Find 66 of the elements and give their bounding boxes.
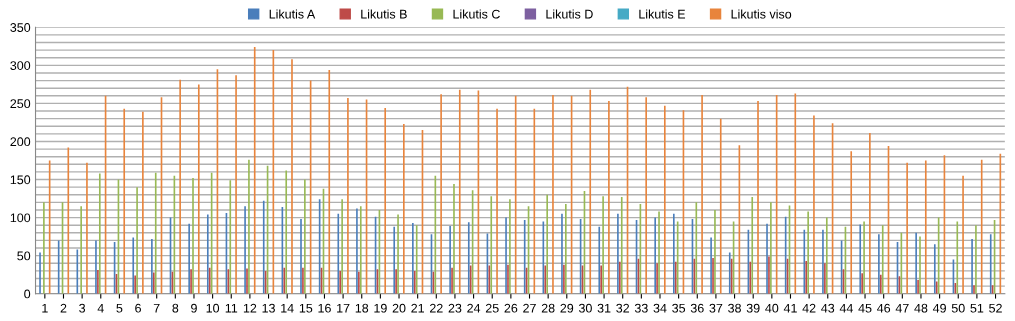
y-tick-label: 150 xyxy=(10,175,31,185)
x-tick-label: 43 xyxy=(821,303,835,313)
x-tick-label: 33 xyxy=(634,303,648,313)
y-tick-label: 350 xyxy=(10,23,31,32)
x-tick-label: 38 xyxy=(728,303,741,313)
x-tick-label: 30 xyxy=(578,303,592,313)
x-tick-label: 36 xyxy=(690,303,704,313)
x-tick-label: 14 xyxy=(281,303,294,313)
x-tick-label: 39 xyxy=(746,303,760,313)
x-tick-label: 19 xyxy=(374,303,387,313)
x-tick-label: 5 xyxy=(116,303,123,313)
x-tick-label: 9 xyxy=(191,303,197,313)
x-tick-label: 46 xyxy=(877,303,891,313)
x-tick-label: 31 xyxy=(597,303,611,313)
x-tick-label: 50 xyxy=(951,303,965,313)
y-tick-label: 300 xyxy=(10,61,31,70)
x-tick-label: 11 xyxy=(225,303,238,313)
x-tick-label: 8 xyxy=(172,303,179,313)
x-tick-label: 10 xyxy=(206,303,220,313)
x-tick-label: 16 xyxy=(318,303,331,313)
x-tick-label: 17 xyxy=(337,303,350,313)
x-tick-label: 34 xyxy=(653,303,667,313)
x-tick-label: 40 xyxy=(765,303,779,313)
x-tick-label: 25 xyxy=(485,303,499,313)
x-tick-label: 23 xyxy=(448,303,462,313)
y-tick-label: 0 xyxy=(24,289,31,299)
y-tick-label: 250 xyxy=(10,99,31,109)
legend-label: Likutis B xyxy=(361,9,407,19)
x-tick-label: 32 xyxy=(616,303,630,313)
x-tick-label: 6 xyxy=(135,303,141,313)
x-tick-label: 51 xyxy=(970,303,984,313)
x-tick-label: 3 xyxy=(79,303,86,313)
legend-label: Likutis A xyxy=(269,9,316,19)
legend-label: Likutis C xyxy=(453,9,500,19)
x-tick-label: 4 xyxy=(97,303,104,313)
x-tick-label: 42 xyxy=(802,303,816,313)
x-tick-label: 12 xyxy=(243,303,257,313)
x-tick-label: 13 xyxy=(262,303,275,313)
legend-label: Likutis viso xyxy=(731,9,792,19)
x-tick-label: 7 xyxy=(153,303,160,313)
x-tick-label: 18 xyxy=(355,303,369,313)
x-tick-label: 52 xyxy=(989,303,1002,313)
x-tick-label: 49 xyxy=(932,303,946,313)
x-tick-label: 27 xyxy=(523,303,536,313)
y-tick-label: 100 xyxy=(10,213,31,223)
x-tick-label: 48 xyxy=(914,303,928,313)
y-tick-label: 200 xyxy=(10,137,31,147)
x-tick-label: 24 xyxy=(467,303,481,313)
x-tick-label: 35 xyxy=(672,303,686,313)
x-tick-label: 47 xyxy=(895,303,909,313)
x-tick-label: 20 xyxy=(392,303,406,313)
x-tick-label: 37 xyxy=(709,303,723,313)
x-tick-label: 15 xyxy=(299,303,313,313)
x-tick-label: 29 xyxy=(560,303,574,313)
x-tick-label: 21 xyxy=(411,303,425,313)
x-tick-label: 26 xyxy=(504,303,518,313)
x-tick-label: 2 xyxy=(60,303,67,313)
x-tick-label: 41 xyxy=(783,303,797,313)
x-tick-label: 22 xyxy=(429,303,443,313)
x-tick-label: 45 xyxy=(858,303,872,313)
x-tick-label: 1 xyxy=(42,303,48,313)
legend-label: Likutis D xyxy=(546,9,593,19)
y-tick-label: 50 xyxy=(17,251,31,261)
legend-label: Likutis E xyxy=(639,9,686,19)
x-tick-label: 44 xyxy=(839,303,853,313)
x-tick-label: 28 xyxy=(541,303,555,313)
